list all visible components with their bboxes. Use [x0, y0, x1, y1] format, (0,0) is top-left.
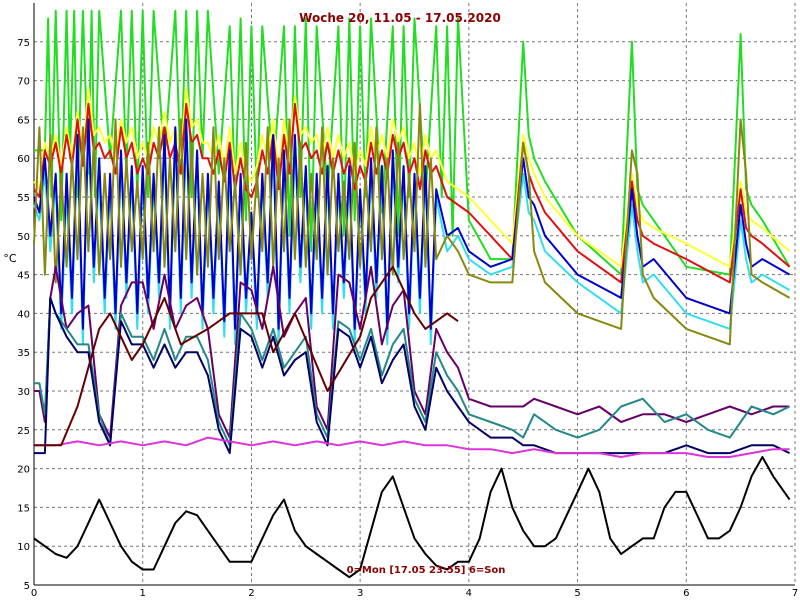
x-tick-label: 1 — [140, 588, 146, 599]
x-tick-label: 7 — [792, 588, 798, 599]
x-tick-label: 4 — [466, 588, 472, 599]
series-line-5 — [33, 118, 791, 330]
chart-annotation: 0=Mon [17.05 23:55] 6=Son — [347, 565, 506, 576]
x-tick-label: 6 — [683, 588, 689, 599]
y-axis-label: °C — [3, 252, 17, 265]
y-tick-label: 65 — [17, 115, 30, 126]
y-tick-label: 45 — [17, 271, 30, 282]
series-layer — [33, 9, 791, 579]
y-tick-label: 40 — [17, 309, 30, 320]
y-tick-label: 55 — [17, 193, 30, 204]
y-tick-label: 5 — [24, 581, 30, 592]
chart-title: Woche 20, 11.05 - 17.05.2020 — [299, 11, 501, 25]
x-tick-label: 5 — [574, 588, 580, 599]
series-line-2 — [33, 87, 791, 268]
y-tick-label: 10 — [17, 542, 30, 553]
x-tick-label: 2 — [248, 588, 254, 599]
series-line-1 — [34, 9, 791, 276]
y-tick-label: 15 — [17, 503, 30, 514]
x-tick-label: 3 — [357, 588, 363, 599]
y-tick-label: 70 — [17, 77, 30, 88]
y-tick-label: 35 — [17, 348, 30, 359]
y-tick-label: 75 — [17, 38, 30, 49]
series-line-11 — [34, 265, 459, 447]
series-line-6 — [33, 102, 791, 346]
y-tick-label: 25 — [17, 426, 30, 437]
series-line-12 — [33, 456, 791, 579]
y-tick-label: 30 — [17, 387, 30, 398]
y-tick-label: 50 — [17, 232, 30, 243]
y-tick-label: 60 — [17, 154, 30, 165]
series-line-10 — [34, 436, 790, 458]
y-tick-label: 20 — [17, 465, 30, 476]
x-tick-label: 0 — [31, 588, 37, 599]
